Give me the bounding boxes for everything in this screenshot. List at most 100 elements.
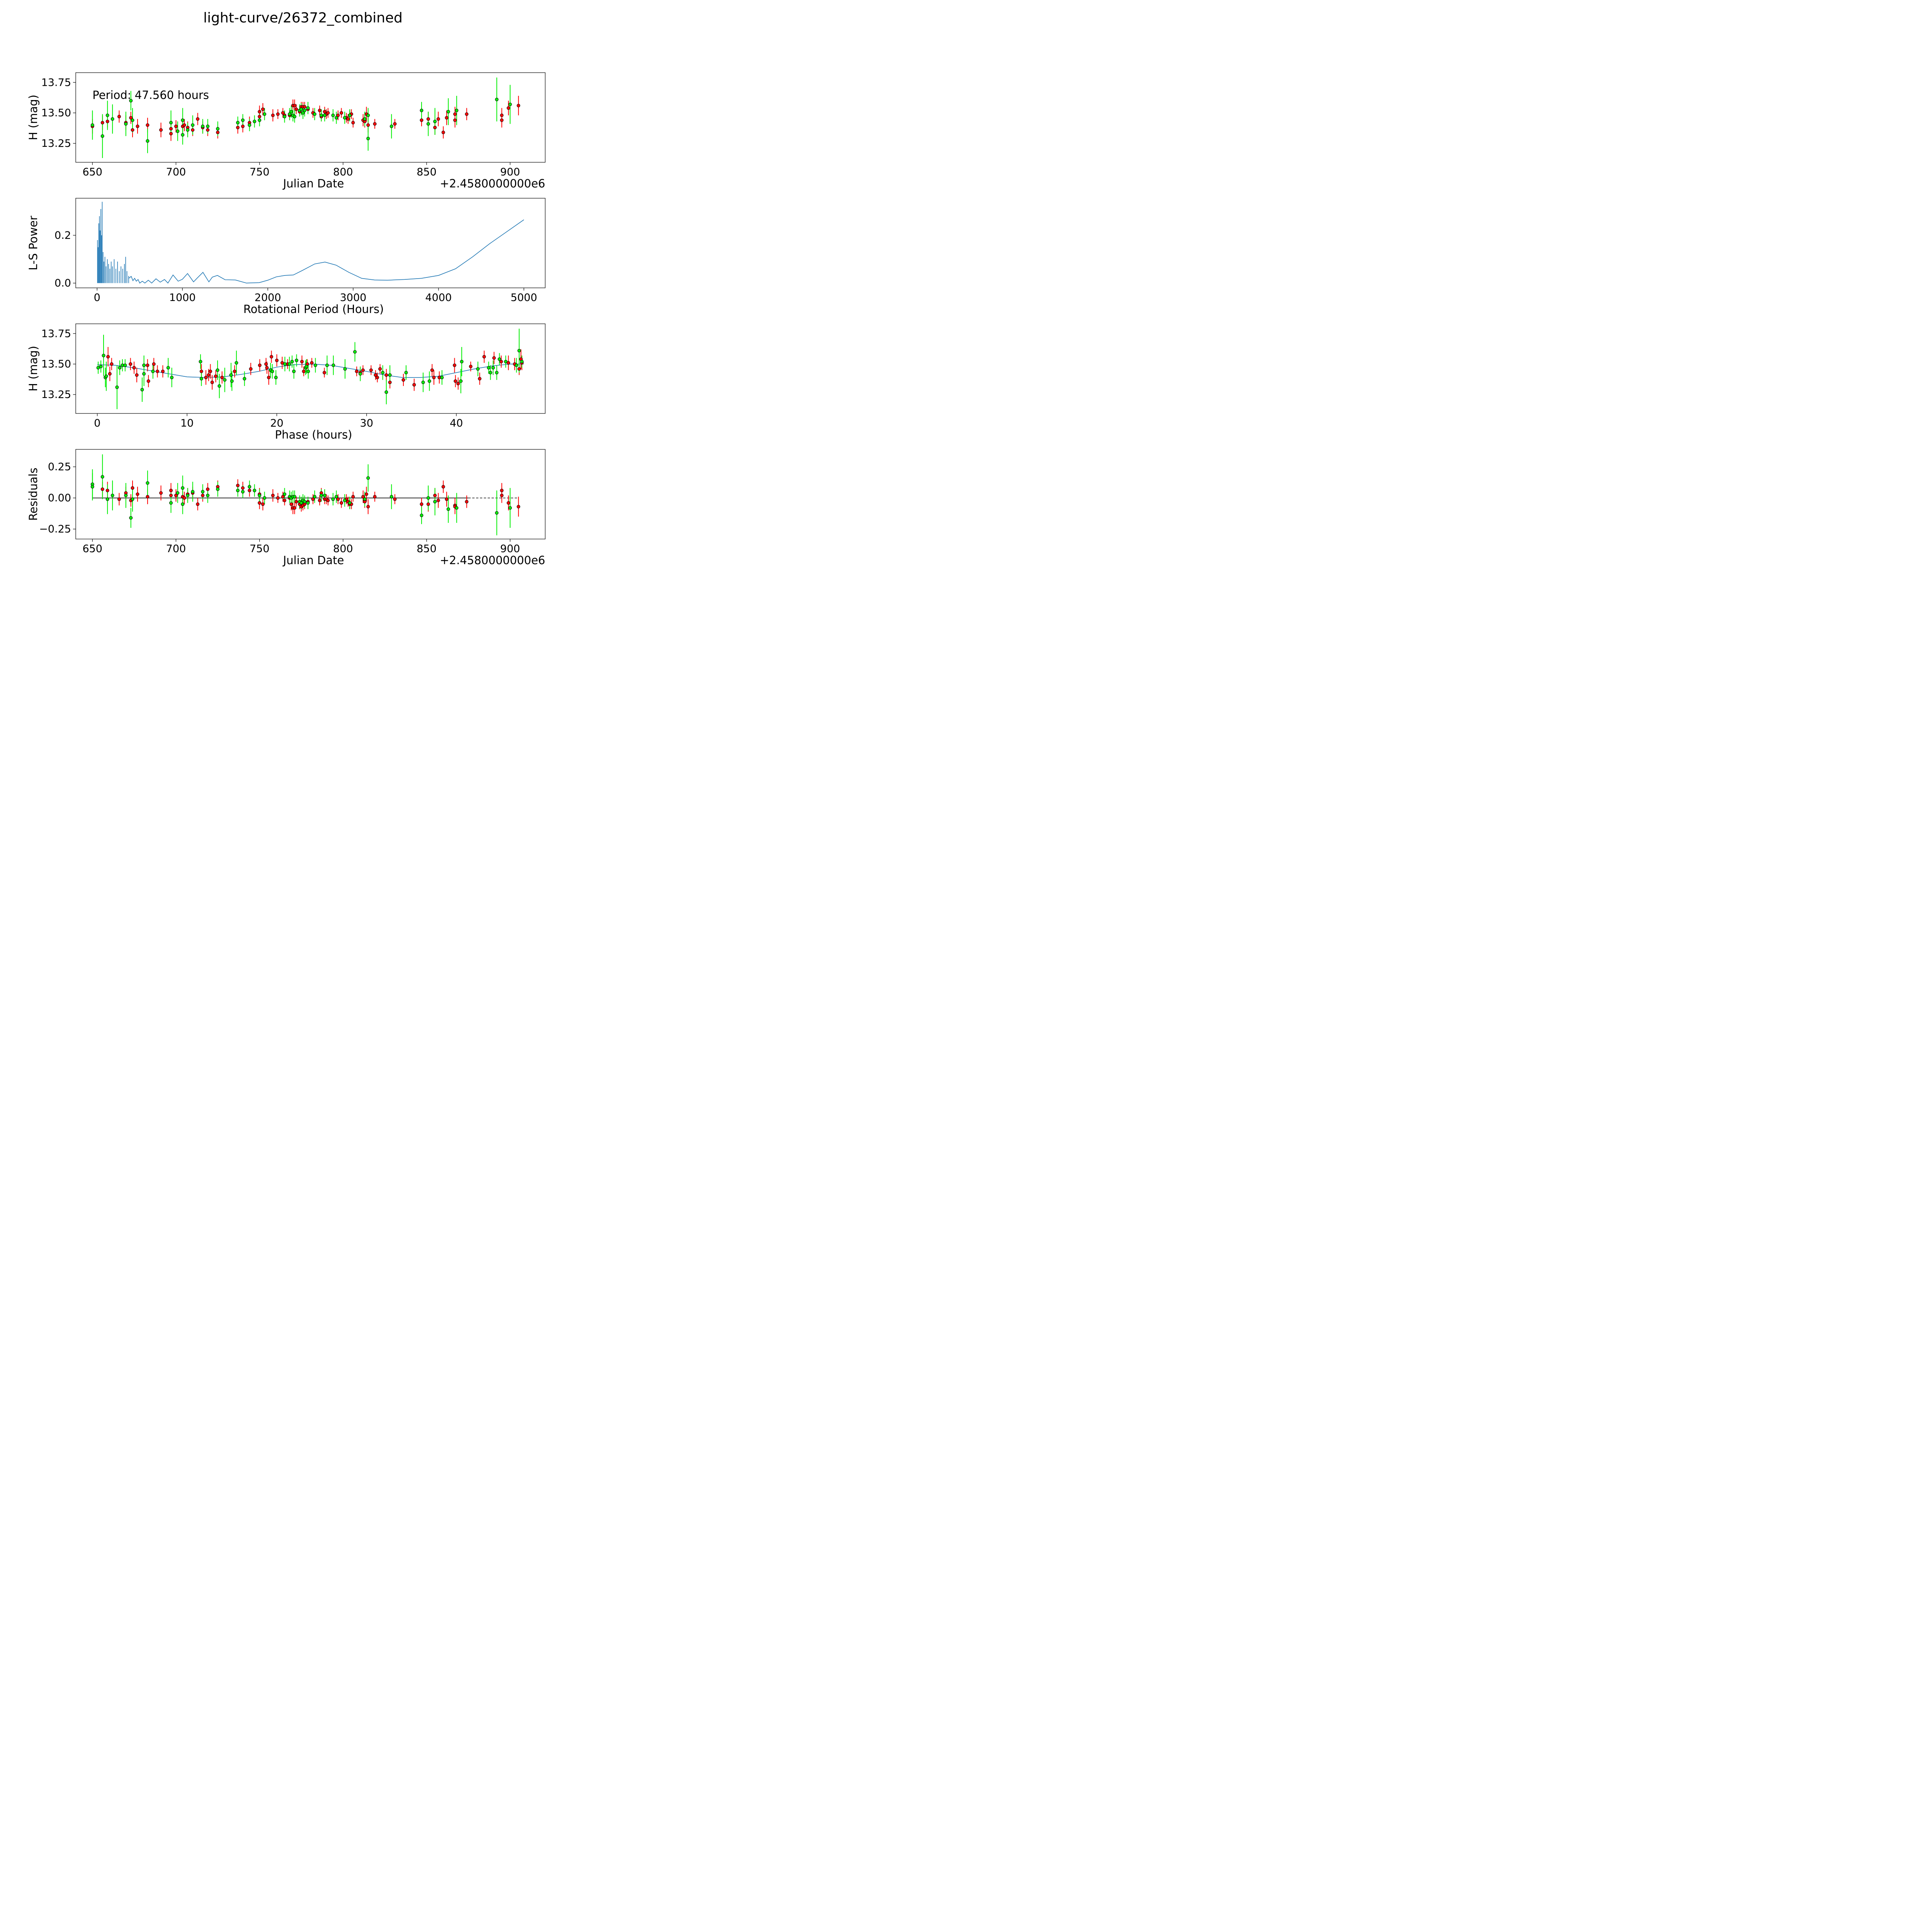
data-point <box>445 497 449 501</box>
data-point <box>99 364 103 368</box>
data-point <box>233 369 236 373</box>
figure-canvas: light-curve/26372_combined 650 700 750 800 85… <box>27 10 546 567</box>
data-point <box>306 501 310 505</box>
data-point <box>373 495 377 498</box>
data-point <box>499 360 503 364</box>
data-point <box>258 118 262 122</box>
data-point <box>118 366 122 370</box>
data-point <box>441 131 445 134</box>
data-point <box>420 514 423 517</box>
data-point <box>364 492 368 496</box>
axes-frame <box>75 198 546 288</box>
plot-area <box>96 328 524 409</box>
data-point <box>161 369 165 373</box>
data-point <box>271 113 275 117</box>
data-point <box>131 497 134 501</box>
data-point <box>169 132 173 136</box>
data-point <box>223 378 227 382</box>
data-point <box>478 377 481 381</box>
data-point <box>129 116 133 120</box>
data-point <box>348 501 352 505</box>
data-point <box>191 123 195 127</box>
data-point <box>366 476 370 480</box>
data-point <box>351 495 355 498</box>
data-point <box>430 368 434 372</box>
y-tick-label: 13.50 <box>41 358 71 370</box>
data-point <box>230 379 234 383</box>
x-tick-label: 10 <box>180 417 194 429</box>
data-point <box>453 118 457 122</box>
plot-area <box>90 454 520 536</box>
data-point <box>361 368 365 372</box>
data-point <box>152 362 156 366</box>
data-point <box>343 116 347 120</box>
data-point <box>181 502 185 506</box>
data-point <box>249 367 253 371</box>
data-point <box>146 379 150 383</box>
data-point <box>206 493 210 497</box>
x-tick-label: 2000 <box>255 292 281 304</box>
y-tick-label: 0.0 <box>54 277 71 289</box>
data-point <box>302 369 306 373</box>
data-point <box>105 497 109 501</box>
data-point <box>508 506 512 510</box>
data-point <box>265 366 269 370</box>
x-axis-label: Julian Date <box>282 177 344 190</box>
data-point <box>169 493 173 497</box>
data-point <box>488 371 492 374</box>
data-point <box>376 376 379 379</box>
data-point <box>201 124 205 128</box>
data-point <box>102 354 105 357</box>
data-point <box>366 123 370 127</box>
x-tick-label: 650 <box>82 166 102 178</box>
data-point <box>261 502 265 506</box>
data-point <box>216 127 220 131</box>
data-point <box>482 355 486 359</box>
y-tick-label: 13.75 <box>41 77 71 88</box>
data-point <box>452 363 456 367</box>
data-point <box>248 485 252 489</box>
data-point <box>294 359 298 362</box>
data-point <box>111 493 114 497</box>
data-point <box>355 369 359 373</box>
data-point <box>124 493 128 497</box>
data-point <box>426 122 430 126</box>
data-point <box>293 115 296 119</box>
data-point <box>299 107 303 111</box>
data-point <box>358 372 362 376</box>
data-point <box>507 106 510 110</box>
x-tick-label: 30 <box>360 417 373 429</box>
data-point <box>201 490 205 494</box>
data-point <box>271 493 275 497</box>
data-point <box>517 349 521 352</box>
data-point <box>169 121 173 124</box>
x-tick-label: 20 <box>270 417 283 429</box>
data-point <box>373 122 377 126</box>
data-point <box>105 113 109 117</box>
data-point <box>282 115 286 119</box>
data-point <box>129 99 133 103</box>
data-point <box>498 357 502 361</box>
data-point <box>293 104 296 107</box>
y-tick-label: 13.75 <box>41 328 71 340</box>
y-tick-label: 0.25 <box>48 461 71 473</box>
data-point <box>208 369 212 373</box>
data-point <box>433 119 437 123</box>
data-point <box>432 376 436 379</box>
data-point <box>105 488 109 492</box>
data-point <box>236 126 240 129</box>
data-point <box>326 498 330 502</box>
data-point <box>166 366 170 370</box>
data-point <box>106 355 110 359</box>
data-point <box>124 122 128 126</box>
data-point <box>325 363 329 367</box>
data-point <box>135 373 139 377</box>
data-point <box>491 366 495 370</box>
x-offset-label: +2.4580000000e6 <box>440 554 545 567</box>
data-point <box>433 500 437 503</box>
data-point <box>216 487 220 491</box>
data-point <box>426 496 430 500</box>
data-point <box>105 119 109 123</box>
data-point <box>146 363 150 367</box>
data-point <box>236 488 240 492</box>
